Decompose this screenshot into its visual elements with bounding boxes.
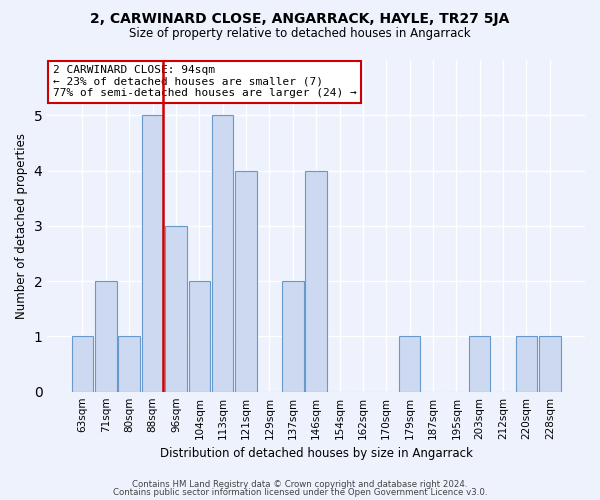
Bar — [515, 336, 537, 392]
Bar — [142, 116, 163, 392]
Bar — [469, 336, 490, 392]
Text: Contains HM Land Registry data © Crown copyright and database right 2024.: Contains HM Land Registry data © Crown c… — [132, 480, 468, 489]
Bar — [118, 336, 140, 392]
Bar — [235, 170, 257, 392]
Bar — [165, 226, 187, 392]
Text: 2 CARWINARD CLOSE: 94sqm
← 23% of detached houses are smaller (7)
77% of semi-de: 2 CARWINARD CLOSE: 94sqm ← 23% of detach… — [53, 65, 356, 98]
Bar — [212, 116, 233, 392]
Bar — [95, 281, 116, 392]
Bar — [188, 281, 210, 392]
Bar — [72, 336, 93, 392]
Text: Contains public sector information licensed under the Open Government Licence v3: Contains public sector information licen… — [113, 488, 487, 497]
Text: Size of property relative to detached houses in Angarrack: Size of property relative to detached ho… — [129, 28, 471, 40]
Bar — [399, 336, 421, 392]
X-axis label: Distribution of detached houses by size in Angarrack: Distribution of detached houses by size … — [160, 447, 473, 460]
Text: 2, CARWINARD CLOSE, ANGARRACK, HAYLE, TR27 5JA: 2, CARWINARD CLOSE, ANGARRACK, HAYLE, TR… — [91, 12, 509, 26]
Bar — [282, 281, 304, 392]
Y-axis label: Number of detached properties: Number of detached properties — [15, 133, 28, 319]
Bar — [305, 170, 327, 392]
Bar — [539, 336, 560, 392]
